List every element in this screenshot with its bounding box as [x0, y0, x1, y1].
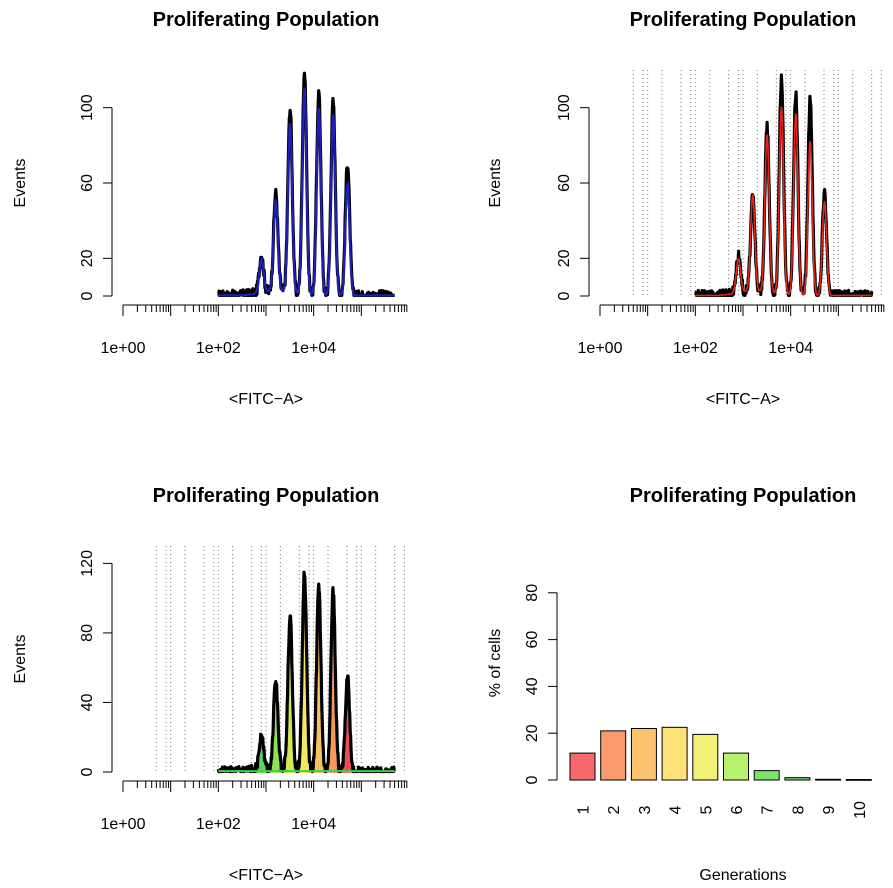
- x-axis-label: <FITC−A>: [706, 391, 780, 408]
- bar-generation-10: [845, 779, 872, 781]
- histogram-panel-1: Proliferating Population <FITC−A> Events 1e…: [12, 9, 408, 408]
- y-tick-label: 0: [524, 775, 541, 784]
- y-tick-label: 0: [79, 767, 96, 776]
- x-tick-label: 1e+00: [101, 340, 146, 357]
- x-tick-label: 6: [729, 805, 746, 814]
- y-tick-label: 20: [524, 724, 541, 742]
- x-tick-label: 1e+04: [291, 816, 336, 833]
- y-tick-label: 60: [524, 631, 541, 649]
- chart-title: Proliferating Population: [630, 485, 857, 507]
- bar-generation-7: [753, 770, 780, 781]
- bar-generation-4: [661, 726, 688, 781]
- fit-curve: [218, 87, 395, 297]
- y-tick-label: 40: [524, 677, 541, 695]
- y-tick-label: 60: [79, 174, 96, 192]
- y-tick-label: 20: [556, 249, 573, 267]
- bar-generation-5: [692, 733, 719, 781]
- x-tick-label: 1e+04: [291, 340, 336, 357]
- x-tick-label: 1e+00: [101, 816, 146, 833]
- bar-generation-1: [569, 752, 596, 781]
- bar-generation-8: [784, 777, 811, 781]
- x-tick-label: 1e+02: [196, 340, 241, 357]
- x-axis-label: <FITC−A>: [229, 391, 303, 408]
- y-tick-label: 100: [79, 94, 96, 121]
- x-tick-label: 1e+02: [673, 340, 718, 357]
- y-axis-label: Events: [12, 635, 29, 684]
- histogram-panel-2: Proliferating Population <FITC−A> Events 1e…: [487, 9, 885, 408]
- generation-peak-2: [322, 629, 344, 773]
- x-tick-label: 2: [606, 805, 623, 814]
- x-axis-label: Generations: [699, 867, 786, 884]
- bar-generation-6: [723, 752, 749, 781]
- bar-generation-2: [600, 730, 627, 781]
- histogram-panel-3: Proliferating Population <FITC−A> Events 1e…: [12, 485, 408, 884]
- x-tick-label: 4: [668, 805, 685, 814]
- x-tick-label: 1e+00: [578, 340, 623, 357]
- x-tick-label: 7: [760, 805, 777, 814]
- x-tick-label: 10: [852, 801, 869, 819]
- x-tick-label: 1: [576, 805, 593, 814]
- chart-title: Proliferating Population: [153, 485, 380, 507]
- y-tick-label: 20: [79, 249, 96, 267]
- y-tick-label: 80: [524, 584, 541, 602]
- y-tick-label: 100: [556, 94, 573, 121]
- y-axis-label: % of cells: [487, 629, 504, 697]
- x-tick-label: 1e+04: [768, 340, 813, 357]
- y-tick-label: 80: [79, 624, 96, 642]
- bar-generation-3: [630, 728, 657, 781]
- x-tick-label: 8: [790, 805, 807, 814]
- x-tick-label: 3: [637, 805, 654, 814]
- bar-panel: Proliferating Population Generations % of …: [487, 485, 872, 884]
- x-axis-label: <FITC−A>: [229, 867, 303, 884]
- bar-generation-9: [815, 778, 842, 781]
- y-tick-label: 120: [79, 550, 96, 577]
- chart-title: Proliferating Population: [153, 9, 380, 31]
- y-tick-label: 0: [556, 291, 573, 300]
- y-tick-label: 0: [79, 291, 96, 300]
- y-axis-label: Events: [12, 159, 29, 208]
- y-tick-label: 40: [79, 693, 96, 711]
- x-tick-label: 9: [821, 805, 838, 814]
- x-tick-label: 5: [698, 805, 715, 814]
- chart-title: Proliferating Population: [630, 9, 857, 31]
- y-axis-label: Events: [487, 159, 504, 208]
- x-tick-label: 1e+02: [196, 816, 241, 833]
- fit-curve: [695, 106, 872, 297]
- y-tick-label: 60: [556, 174, 573, 192]
